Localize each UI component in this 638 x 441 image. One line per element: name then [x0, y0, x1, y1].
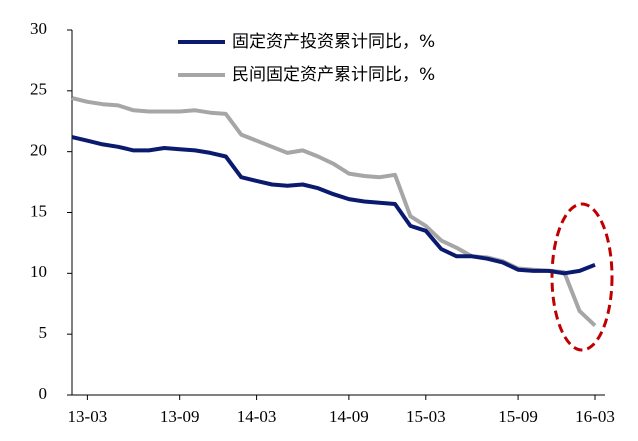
y-tick-label: 30: [30, 19, 47, 38]
x-tick-label: 13-03: [68, 407, 108, 426]
x-tick-label: 13-09: [160, 407, 200, 426]
x-tick-label: 14-09: [329, 407, 369, 426]
x-tick-label: 15-03: [406, 407, 446, 426]
series-line: [71, 135, 596, 276]
y-tick-label: 10: [30, 262, 47, 281]
x-tick-label: 16-03: [575, 407, 615, 426]
legend-label: 民间固定资产累计同比，%: [232, 65, 435, 85]
y-tick-label: 0: [39, 384, 48, 403]
y-tick-label: 5: [39, 323, 48, 342]
y-tick-label: 25: [30, 80, 47, 99]
x-tick-label: 14-03: [237, 407, 277, 426]
x-tick-label: 15-09: [498, 407, 538, 426]
y-tick-label: 15: [30, 201, 47, 220]
highlight-ellipse: [550, 202, 614, 352]
legend-label: 固定资产投资累计同比，%: [232, 32, 435, 52]
y-tick-label: 20: [30, 141, 47, 160]
